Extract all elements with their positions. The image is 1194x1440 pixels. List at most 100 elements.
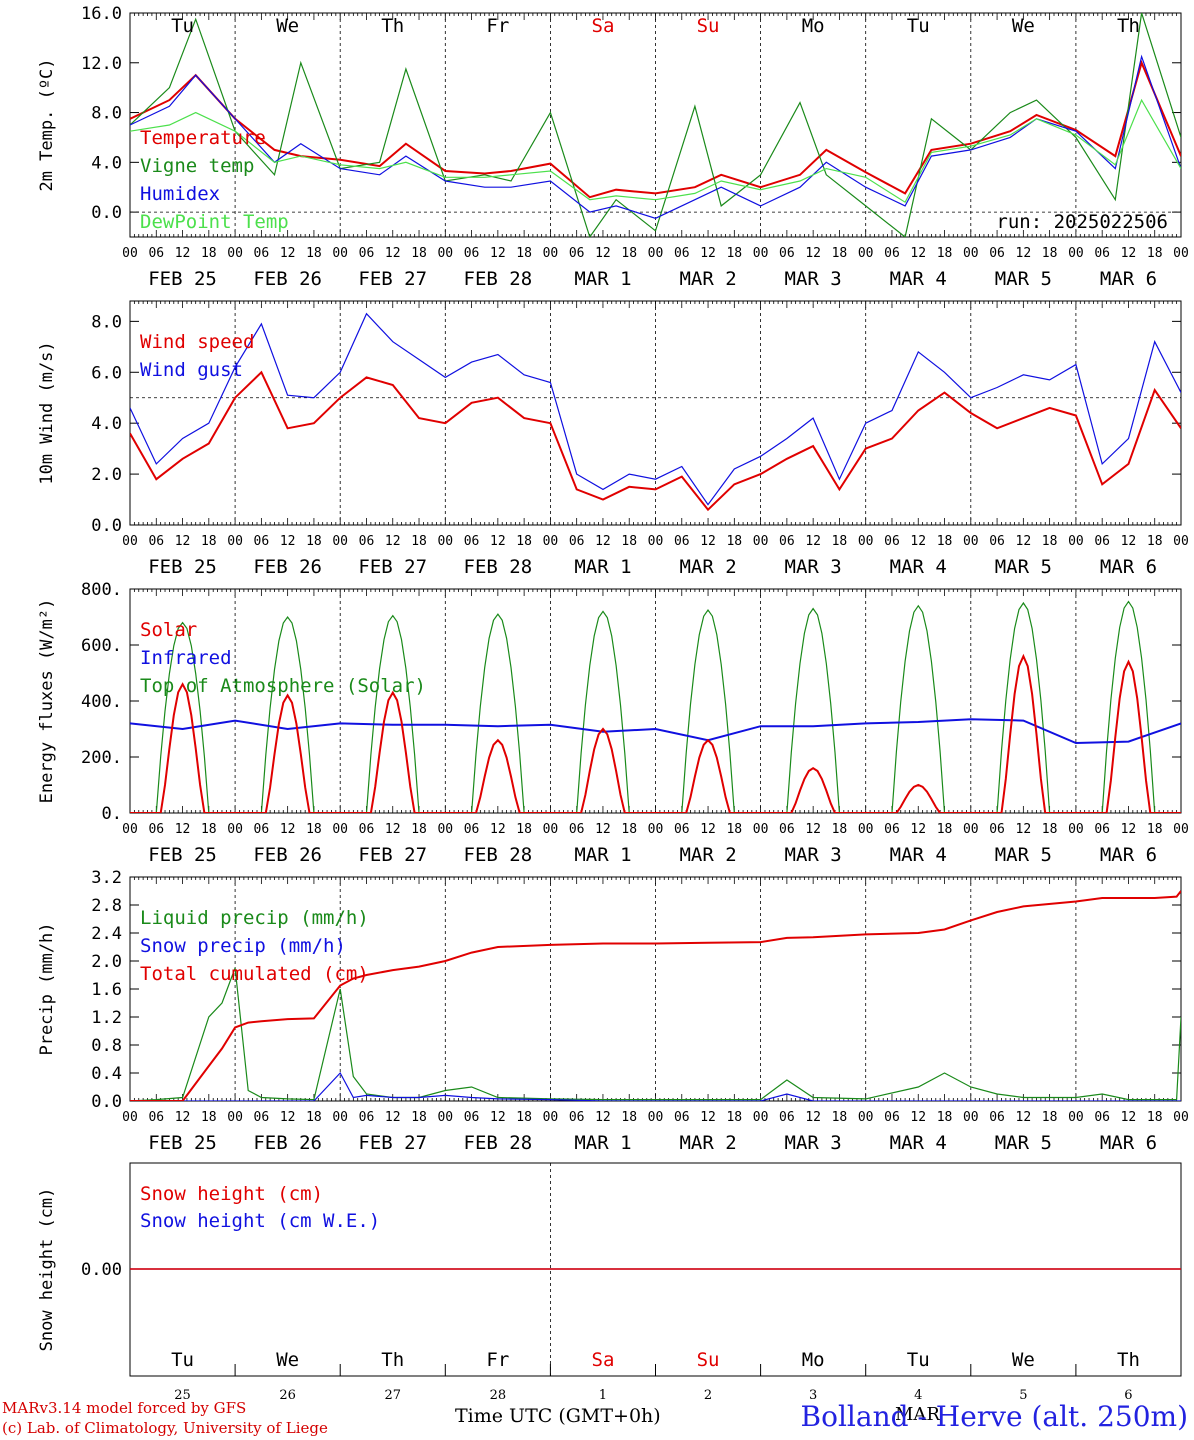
hour-tick-label: 12 <box>805 1110 821 1125</box>
hour-tick-label: 12 <box>805 534 821 549</box>
weekday-label: Sa <box>592 1349 615 1371</box>
hour-tick-label: 00 <box>227 1110 243 1125</box>
hour-tick-label: 12 <box>280 534 296 549</box>
hour-tick-label: 12 <box>805 822 821 837</box>
y-tick-label: 600. <box>81 636 122 656</box>
hour-tick-label: 06 <box>359 1110 375 1125</box>
date-label: MAR 5 <box>995 844 1052 866</box>
y-tick-label: 0.00 <box>81 1260 122 1280</box>
hour-tick-label: 06 <box>359 534 375 549</box>
series-line <box>130 653 1181 813</box>
y-tick-label: 6.0 <box>91 363 122 383</box>
y-tick-label: 0. <box>102 804 122 824</box>
hour-tick-label: 12 <box>385 534 401 549</box>
weekday-label: Su <box>697 15 720 37</box>
y-tick-label: 0.8 <box>91 1036 122 1056</box>
panel-frame-2 <box>129 300 1182 526</box>
date-label: MAR 5 <box>995 268 1052 290</box>
date-label: MAR 4 <box>890 1132 947 1154</box>
day-number-label: 1 <box>599 1388 607 1403</box>
day-number-label: 28 <box>490 1388 507 1403</box>
hour-tick-label: 00 <box>648 534 664 549</box>
hour-tick-label: 12 <box>910 1110 926 1125</box>
date-label: MAR 6 <box>1100 1132 1157 1154</box>
hour-tick-label: 06 <box>464 822 480 837</box>
credit-line-1: MARv3.14 model forced by GFS <box>2 1399 247 1417</box>
hour-tick-label: 00 <box>227 246 243 261</box>
hour-tick-label: 06 <box>779 246 795 261</box>
hour-tick-label: 06 <box>148 246 164 261</box>
date-label: FEB 28 <box>464 268 533 290</box>
day-number-label: 5 <box>1019 1388 1027 1403</box>
hour-tick-label: 12 <box>805 246 821 261</box>
hour-tick-label: 06 <box>464 1110 480 1125</box>
hour-tick-label: 18 <box>411 1110 427 1125</box>
hour-tick-label: 12 <box>385 822 401 837</box>
hour-tick-label: 18 <box>516 1110 532 1125</box>
date-label: MAR 3 <box>785 844 842 866</box>
hour-tick-label: 18 <box>1147 1110 1163 1125</box>
hour-tick-label: 06 <box>148 822 164 837</box>
series-line <box>130 54 1181 219</box>
y-tick-label: 4.0 <box>91 414 122 434</box>
hour-tick-label: 18 <box>937 534 953 549</box>
date-label: FEB 27 <box>358 1132 427 1154</box>
hour-tick-label: 12 <box>1016 246 1032 261</box>
hour-tick-label: 18 <box>516 534 532 549</box>
hour-tick-label: 12 <box>700 822 716 837</box>
hour-tick-label: 06 <box>254 246 270 261</box>
hour-tick-label: 06 <box>464 534 480 549</box>
hour-tick-label: 00 <box>963 1110 979 1125</box>
hour-tick-label: 12 <box>1121 1110 1137 1125</box>
date-label: MAR 6 <box>1100 556 1157 578</box>
y-axis-label: 10m Wind (m/s) <box>37 341 57 484</box>
hour-tick-label: 00 <box>332 534 348 549</box>
date-label: FEB 26 <box>253 556 322 578</box>
hour-tick-label: 18 <box>1042 534 1058 549</box>
day-number-label: 6 <box>1124 1388 1132 1403</box>
hour-tick-label: 00 <box>753 822 769 837</box>
hour-tick-label: 12 <box>490 822 506 837</box>
date-label: MAR 4 <box>890 268 947 290</box>
hour-tick-label: 12 <box>175 246 191 261</box>
hour-tick-label: 00 <box>753 1110 769 1125</box>
hour-tick-label: 12 <box>910 534 926 549</box>
series-line <box>130 1071 1181 1101</box>
hour-tick-label: 00 <box>648 822 664 837</box>
hour-tick-label: 06 <box>569 1110 585 1125</box>
hour-tick-label: 18 <box>306 246 322 261</box>
y-tick-label: 2.4 <box>91 924 122 944</box>
date-label: FEB 26 <box>253 268 322 290</box>
hour-tick-label: 12 <box>490 534 506 549</box>
hour-tick-label: 12 <box>175 534 191 549</box>
hour-tick-label: 06 <box>148 1110 164 1125</box>
hour-tick-label: 18 <box>1042 1110 1058 1125</box>
series-line <box>130 312 1181 506</box>
weekday-label: Su <box>697 1349 720 1371</box>
series-line <box>130 890 1181 1101</box>
hour-tick-label: 06 <box>674 246 690 261</box>
day-number-label: 3 <box>809 1388 817 1403</box>
weekday-label: Tu <box>171 15 194 37</box>
hour-tick-label: 00 <box>122 822 138 837</box>
hour-tick-label: 06 <box>569 822 585 837</box>
date-label: FEB 25 <box>148 1132 217 1154</box>
hour-tick-label: 00 <box>437 534 453 549</box>
hour-tick-label: 00 <box>648 246 664 261</box>
hour-tick-label: 18 <box>411 246 427 261</box>
hour-tick-label: 06 <box>884 246 900 261</box>
legend-entry: Wind speed <box>140 331 254 353</box>
hour-tick-label: 00 <box>858 822 874 837</box>
legend-entry: Wind gust <box>140 359 243 381</box>
date-label: FEB 28 <box>464 556 533 578</box>
date-label: MAR 4 <box>890 844 947 866</box>
hour-tick-label: 00 <box>1173 534 1189 549</box>
hour-tick-label: 12 <box>910 822 926 837</box>
hour-tick-label: 06 <box>254 1110 270 1125</box>
hour-tick-label: 00 <box>227 534 243 549</box>
hour-tick-label: 18 <box>832 534 848 549</box>
hour-tick-label: 12 <box>700 1110 716 1125</box>
credit-line-2: (c) Lab. of Climatology, University of L… <box>2 1419 328 1437</box>
hour-tick-label: 00 <box>543 534 559 549</box>
hour-tick-label: 00 <box>122 534 138 549</box>
